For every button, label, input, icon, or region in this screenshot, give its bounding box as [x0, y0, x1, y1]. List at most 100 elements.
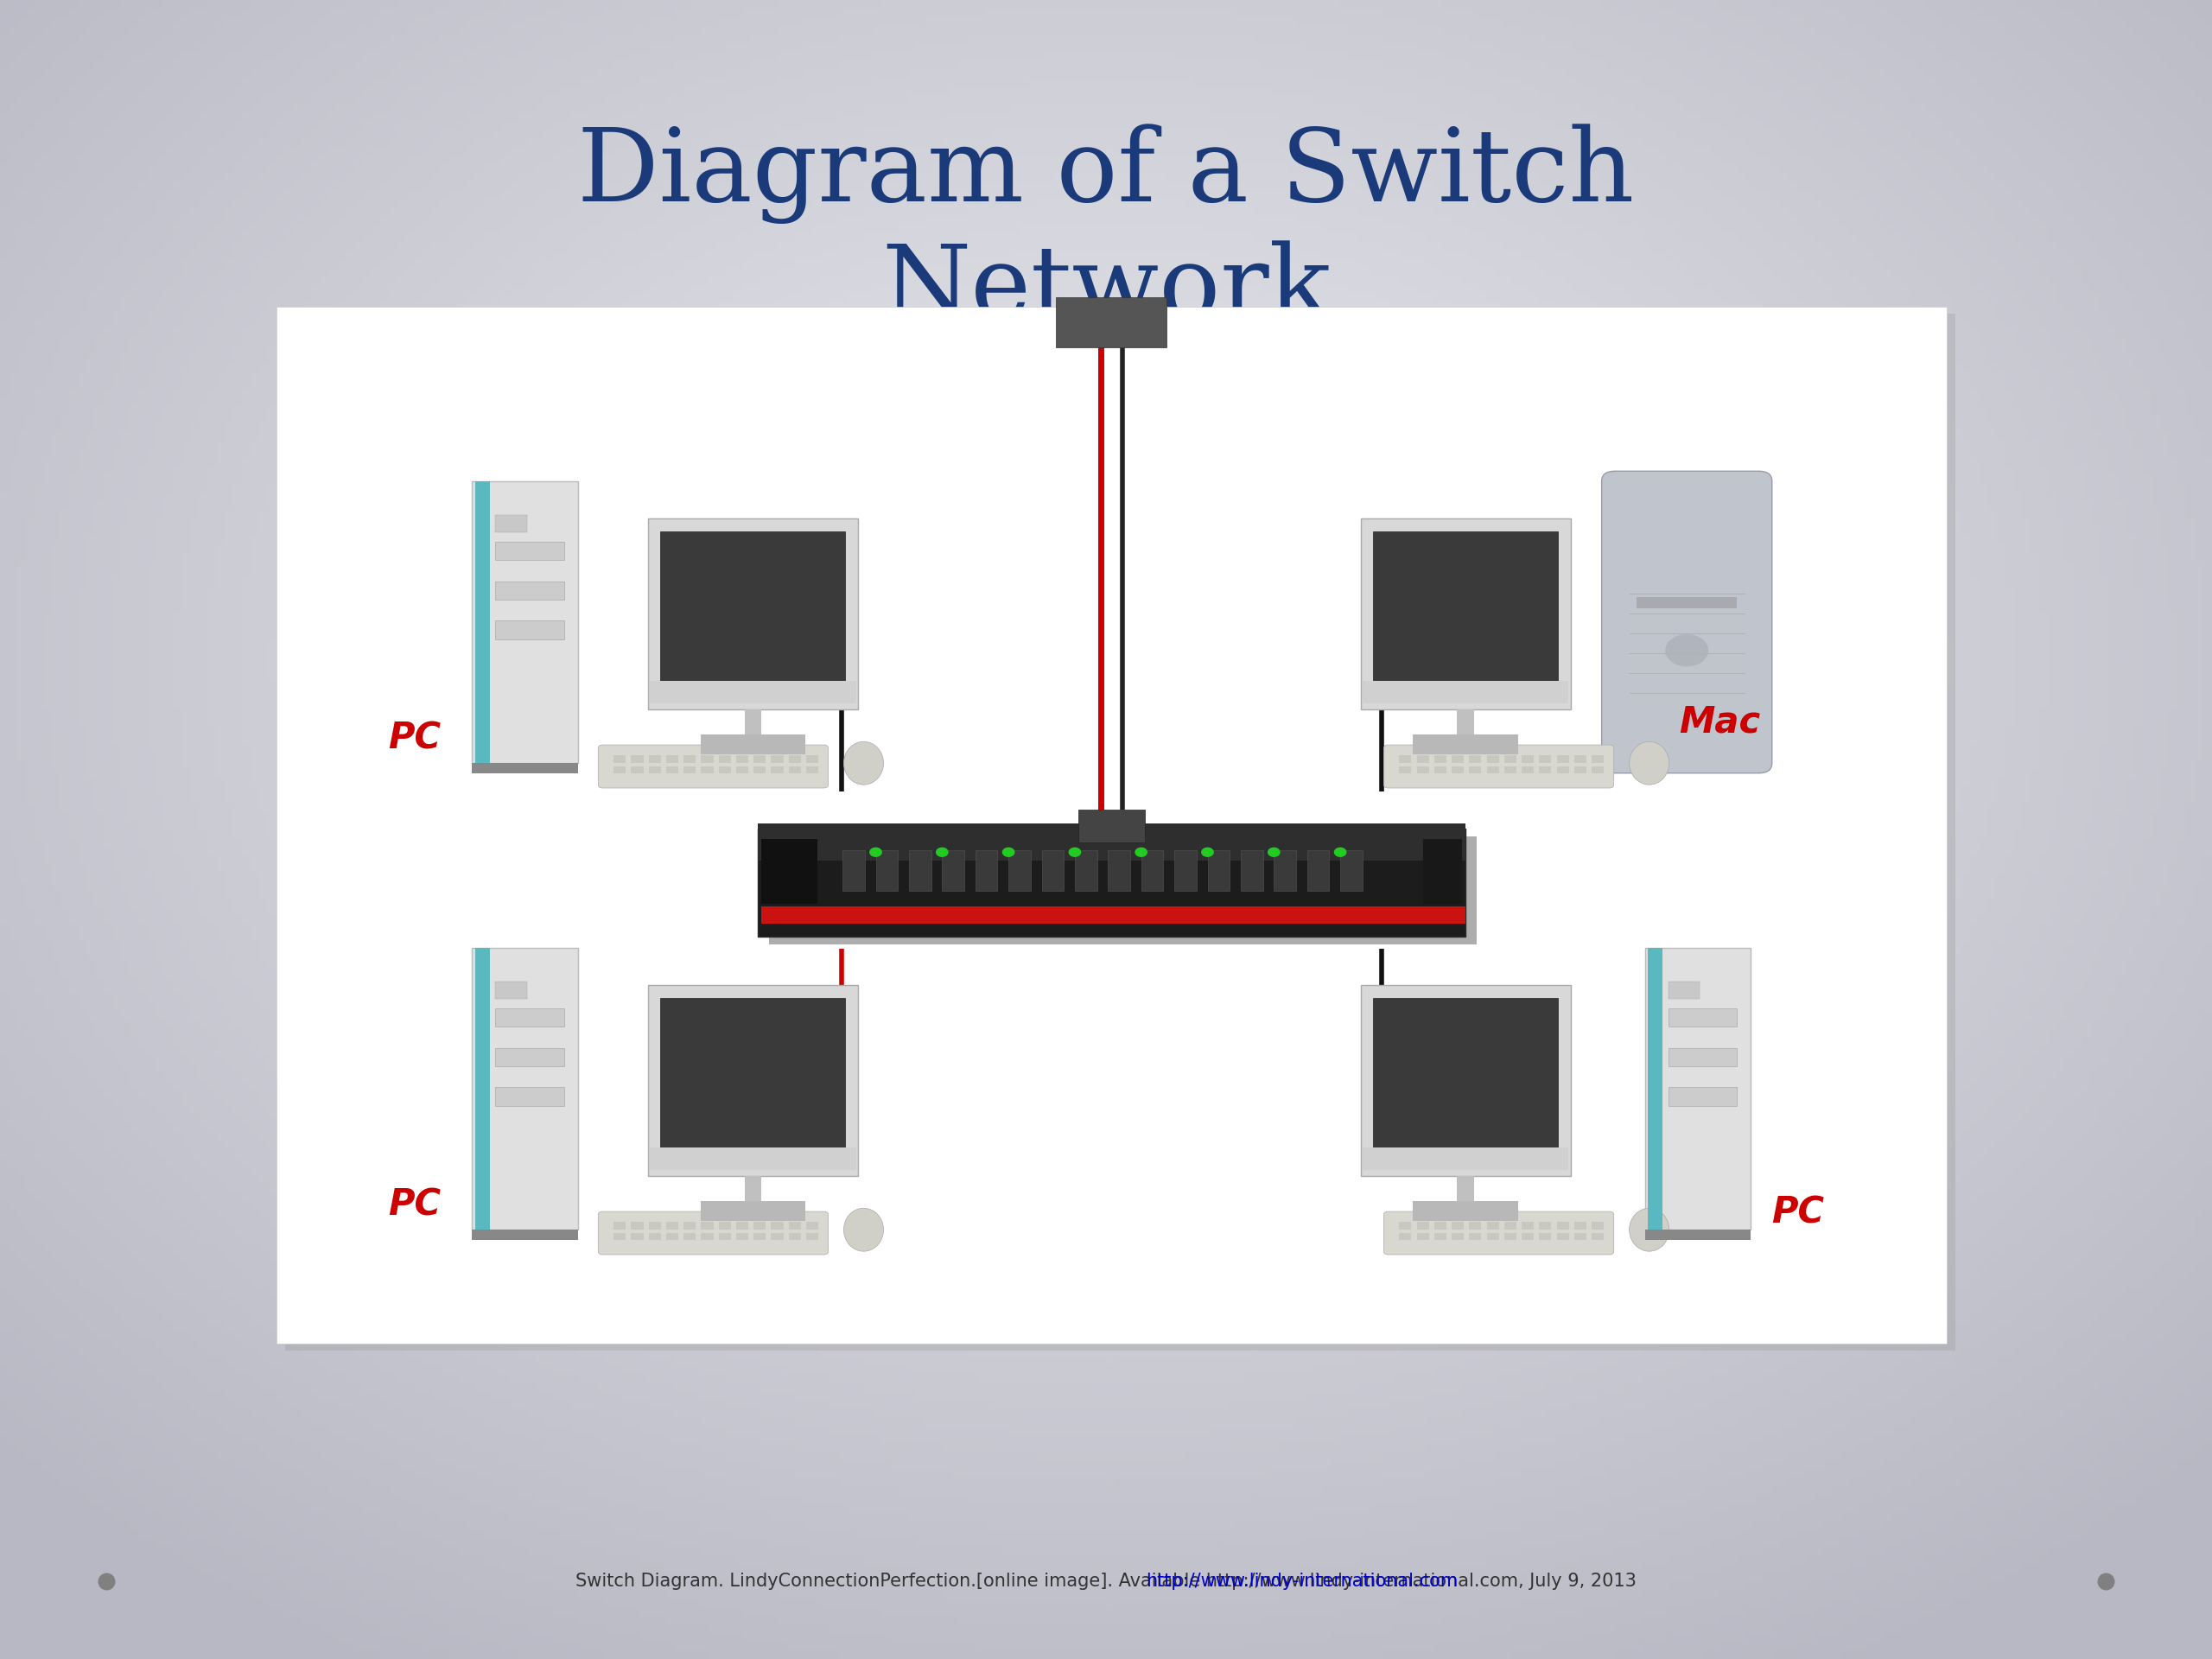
Bar: [745, 1176, 761, 1206]
Bar: [805, 1223, 818, 1229]
Bar: [495, 1048, 564, 1067]
Bar: [754, 1233, 765, 1241]
Circle shape: [1267, 848, 1279, 856]
Bar: [1668, 1009, 1736, 1027]
Bar: [876, 849, 898, 891]
Ellipse shape: [1666, 634, 1708, 667]
Bar: [613, 755, 626, 763]
Bar: [772, 755, 783, 763]
Bar: [1413, 1201, 1517, 1221]
Bar: [1522, 1223, 1533, 1229]
Bar: [1469, 1233, 1482, 1241]
Bar: [471, 763, 577, 773]
Bar: [471, 481, 577, 763]
Bar: [1416, 1233, 1429, 1241]
Bar: [476, 947, 491, 1229]
Text: Network: Network: [880, 241, 1332, 340]
Bar: [1458, 710, 1473, 740]
FancyBboxPatch shape: [597, 1211, 827, 1254]
Bar: [1400, 766, 1411, 773]
Ellipse shape: [843, 742, 883, 785]
Bar: [1451, 755, 1464, 763]
Bar: [1400, 1233, 1411, 1241]
Bar: [1522, 755, 1533, 763]
Bar: [761, 906, 1464, 924]
Bar: [1451, 1233, 1464, 1241]
Bar: [1646, 1229, 1752, 1239]
Bar: [737, 1233, 748, 1241]
Bar: [1451, 1223, 1464, 1229]
Bar: [1486, 766, 1500, 773]
Bar: [666, 1223, 679, 1229]
Bar: [1557, 1233, 1568, 1241]
Bar: [1504, 766, 1517, 773]
Bar: [1360, 985, 1571, 1176]
Text: PC: PC: [1772, 1194, 1823, 1231]
Bar: [790, 1233, 801, 1241]
Bar: [719, 755, 730, 763]
Bar: [1374, 533, 1557, 680]
Bar: [630, 755, 644, 763]
Bar: [772, 1223, 783, 1229]
FancyBboxPatch shape: [1601, 471, 1772, 773]
Bar: [1241, 849, 1263, 891]
Bar: [1593, 755, 1604, 763]
Bar: [701, 755, 712, 763]
Bar: [666, 1233, 679, 1241]
Bar: [613, 1233, 626, 1241]
Bar: [648, 985, 858, 1176]
Bar: [701, 1233, 712, 1241]
Bar: [1540, 1233, 1551, 1241]
Bar: [975, 849, 998, 891]
FancyBboxPatch shape: [1385, 1211, 1615, 1254]
Bar: [1400, 755, 1411, 763]
Bar: [1469, 766, 1482, 773]
Circle shape: [869, 848, 880, 856]
Bar: [1433, 1223, 1447, 1229]
Bar: [471, 947, 577, 1229]
Bar: [790, 766, 801, 773]
Bar: [701, 1223, 712, 1229]
Bar: [684, 1233, 697, 1241]
Bar: [1413, 735, 1517, 753]
Bar: [1416, 755, 1429, 763]
Bar: [1360, 518, 1571, 710]
Bar: [495, 982, 526, 999]
Bar: [1433, 1233, 1447, 1241]
Bar: [701, 1201, 805, 1221]
Bar: [805, 766, 818, 773]
Bar: [1593, 1223, 1604, 1229]
Circle shape: [1002, 848, 1013, 856]
FancyBboxPatch shape: [597, 745, 827, 788]
Bar: [1486, 755, 1500, 763]
Text: http://www.lindy-international.com: http://www.lindy-international.com: [1146, 1573, 1458, 1589]
Text: Switch Diagram. LindyConnectionPerfection.[online image]. Available http://www.l: Switch Diagram. LindyConnectionPerfectio…: [575, 1573, 1637, 1589]
Bar: [1575, 766, 1586, 773]
Bar: [495, 542, 564, 561]
Bar: [1422, 839, 1462, 904]
Bar: [1668, 1048, 1736, 1067]
Ellipse shape: [1630, 1208, 1670, 1251]
Bar: [1648, 947, 1663, 1229]
Point: [88, 1568, 124, 1594]
Bar: [648, 766, 661, 773]
Bar: [1637, 597, 1736, 609]
Bar: [737, 766, 748, 773]
Ellipse shape: [843, 1208, 883, 1251]
Bar: [1557, 1223, 1568, 1229]
Bar: [719, 1233, 730, 1241]
Bar: [805, 1233, 818, 1241]
Bar: [1374, 999, 1557, 1148]
Bar: [1540, 1223, 1551, 1229]
Point: [2088, 1568, 2124, 1594]
Ellipse shape: [1630, 742, 1670, 785]
Bar: [754, 766, 765, 773]
Circle shape: [936, 848, 947, 856]
Text: Mac: Mac: [1679, 703, 1761, 740]
Bar: [1108, 849, 1130, 891]
Bar: [757, 823, 1464, 861]
Bar: [495, 581, 564, 599]
Bar: [650, 680, 856, 703]
Bar: [630, 1223, 644, 1229]
Bar: [661, 999, 845, 1148]
